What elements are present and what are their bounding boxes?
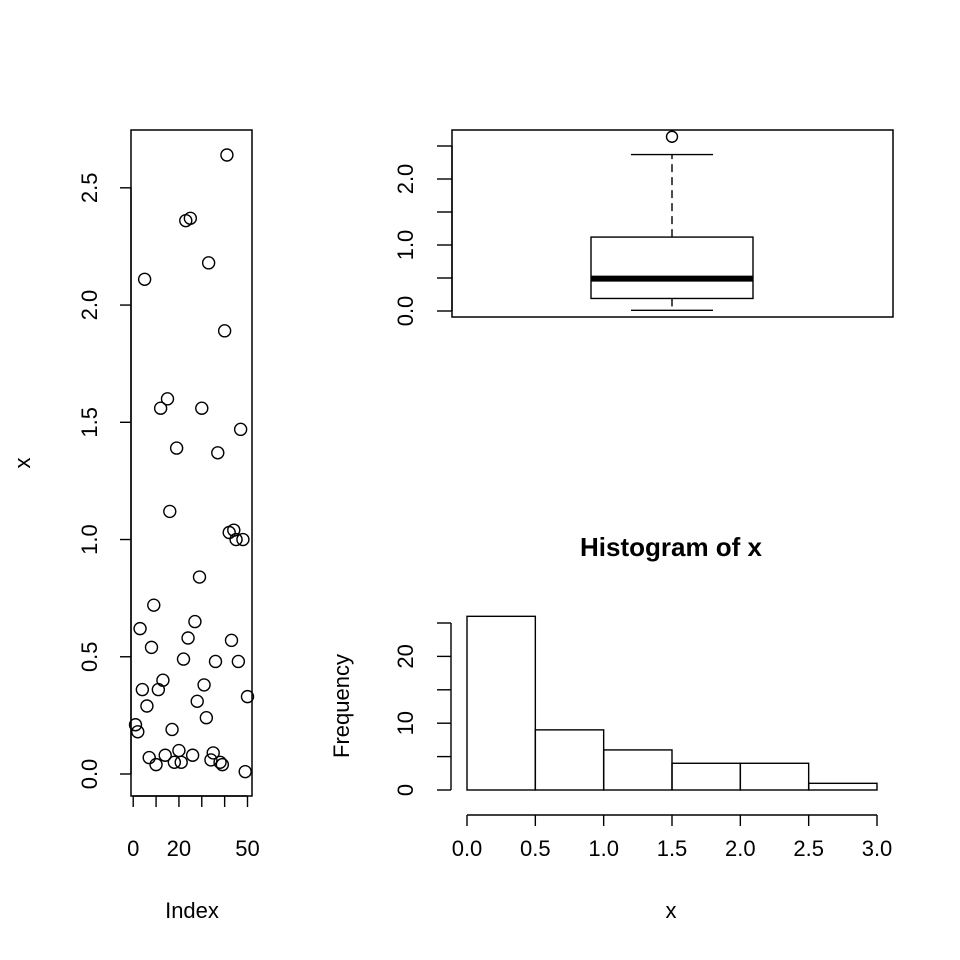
scatter-point — [151, 682, 166, 697]
scatter-point — [188, 614, 202, 629]
scatter-point — [176, 652, 191, 666]
scatter-point — [220, 148, 234, 162]
scatter-point — [185, 748, 200, 762]
scatter-point — [128, 718, 143, 732]
scatter-point — [238, 764, 252, 779]
scatter-plot: 0 20 50 0.0 0.5 1.0 1.5 2.0 2.5 Index x — [10, 129, 260, 923]
scatter-point — [217, 324, 232, 338]
scatter-point — [135, 682, 150, 697]
scatter-point — [144, 640, 159, 655]
histogram-x-tick-label: 0.5 — [520, 836, 551, 861]
box-outlier — [665, 130, 679, 143]
scatter-point — [240, 689, 255, 704]
scatter-y-tick-label: 0.5 — [77, 641, 102, 672]
scatter-point — [137, 272, 152, 286]
histogram-x-tick-label: 1.0 — [588, 836, 619, 861]
scatter-point — [192, 570, 207, 584]
histogram-y-tick-label: 20 — [393, 644, 418, 668]
histogram-bar — [602, 749, 673, 791]
scatter-point — [165, 722, 179, 737]
histogram-title: Histogram of x — [580, 532, 763, 562]
histogram-bar — [466, 615, 537, 791]
histogram-x-tick-label: 1.5 — [657, 836, 688, 861]
box-y-tick-label: 0.0 — [393, 296, 418, 327]
box-plot: 0.0 1.0 2.0 — [393, 129, 894, 327]
histogram-bar — [534, 729, 605, 791]
histogram-y-tick-label: 0 — [393, 784, 418, 796]
histogram-x-tick-label: 0.0 — [452, 836, 483, 861]
scatter-point — [158, 748, 172, 762]
scatter-y-tick-label: 2.0 — [77, 290, 102, 321]
scatter-point — [233, 422, 248, 437]
scatter-point — [133, 621, 147, 636]
scatter-point — [213, 755, 227, 769]
scatter-point — [169, 441, 184, 455]
scatter-point — [206, 746, 220, 760]
box-iqr — [590, 236, 754, 300]
scatter-point — [211, 446, 225, 460]
scatter-point — [172, 743, 186, 758]
scatter-point — [163, 504, 177, 519]
scatter-point — [227, 523, 241, 537]
histogram: Histogram of x 0.0 0.5 1.0 1.5 2.0 2.5 3.0 0 10 2… — [329, 532, 892, 923]
scatter-point — [153, 401, 168, 415]
scatter-point — [190, 694, 204, 709]
scatter-point — [142, 750, 156, 765]
box-y-tick-label: 2.0 — [393, 164, 418, 195]
scatter-point — [167, 755, 182, 769]
scatter-point — [195, 401, 209, 415]
scatter-point — [208, 654, 223, 669]
scatter-point — [183, 211, 198, 226]
scatter-y-label: x — [10, 458, 35, 469]
scatter-point — [229, 532, 243, 547]
scatter-point — [147, 598, 161, 612]
scatter-x-tick-label: 0 — [127, 836, 139, 861]
scatter-point — [156, 673, 170, 687]
scatter-x-tick-label: 50 — [235, 836, 259, 861]
scatter-y-tick-label: 1.0 — [77, 524, 102, 555]
scatter-point — [201, 256, 216, 270]
scatter-point — [131, 725, 145, 739]
scatter-point — [199, 711, 214, 725]
histogram-y-tick-label: 10 — [393, 711, 418, 735]
scatter-y-tick-label: 0.0 — [77, 759, 102, 790]
scatter-point — [174, 755, 188, 769]
scatter-point — [197, 678, 211, 692]
histogram-bar — [671, 762, 742, 791]
histogram-bar — [807, 782, 878, 791]
scatter-point — [149, 757, 163, 772]
histogram-y-label: Frequency — [329, 654, 354, 758]
scatter-point — [236, 532, 250, 547]
scatter-point — [204, 753, 218, 767]
scatter-point — [140, 699, 154, 713]
scatter-plot-frame — [130, 129, 253, 797]
histogram-bar — [739, 762, 810, 791]
scatter-point — [231, 654, 246, 669]
scatter-y-tick-label: 1.5 — [77, 407, 102, 438]
scatter-point — [181, 631, 195, 645]
scatter-y-tick-label: 2.5 — [77, 173, 102, 204]
scatter-x-tick-label: 20 — [167, 836, 191, 861]
histogram-x-label: x — [666, 898, 677, 923]
scatter-point — [160, 392, 175, 406]
histogram-x-tick-label: 2.5 — [793, 836, 824, 861]
scatter-x-label: Index — [165, 898, 219, 923]
histogram-x-tick-label: 3.0 — [862, 836, 893, 861]
histogram-x-tick-label: 2.0 — [725, 836, 756, 861]
scatter-point — [215, 757, 230, 772]
box-y-tick-label: 1.0 — [393, 230, 418, 261]
scatter-point — [224, 633, 239, 648]
